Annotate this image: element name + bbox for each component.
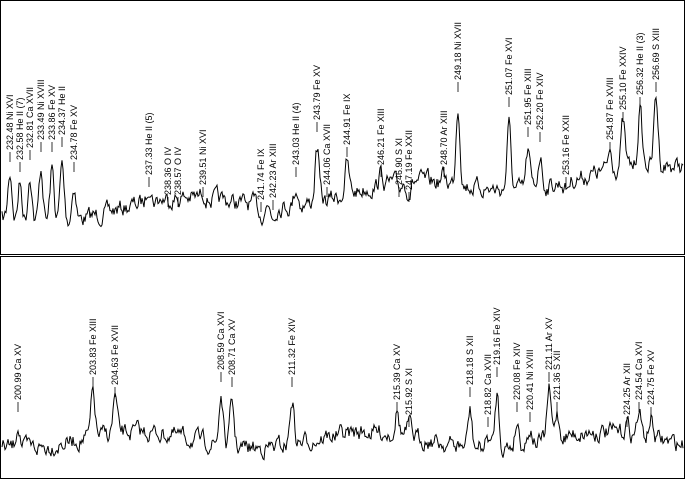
line-label: 241.74 Fe IX [256, 148, 266, 200]
line-label: 232.48 Ni XVI [5, 94, 15, 150]
line-label: 221.36 S XII [552, 350, 562, 400]
line-label: 243.03 He II (4) [291, 102, 301, 165]
line-label: 224.75 Fe XV [646, 350, 656, 405]
line-label: 221.11 Ar XV [544, 318, 554, 370]
line-label: 249.18 Ni XVII [453, 22, 463, 80]
line-label: 220.41 Ni XVIII [525, 349, 535, 410]
line-label: 219.16 Fe XIV [492, 307, 502, 365]
line-label: 256.69 S XIII [651, 28, 661, 80]
line-label: 255.10 Fe XXIV [618, 46, 628, 110]
line-label: 200.99 Ca XV [13, 344, 23, 400]
line-label: 211.32 Fe XIV [287, 318, 297, 375]
line-label: 233.49 Ni XVIII [36, 79, 46, 140]
line-label: 238.57 O IV [173, 147, 183, 195]
line-label: 237.33 He II (5) [144, 112, 154, 175]
line-label: 238.36 O IV [163, 147, 173, 195]
line-label: 203.83 Fe XIII [88, 318, 98, 375]
line-label: 254.87 Fe XVIII [605, 77, 615, 140]
line-label: 247.19 Fe XXII [404, 130, 414, 190]
line-label: 256.32 He II (3) [635, 32, 645, 95]
line-label: 234.78 Fe XV [69, 105, 79, 160]
line-label: 233.86 Fe XV [47, 85, 57, 140]
line-label: 244.91 Fe IX [342, 93, 352, 145]
line-label: 251.07 Fe XVI [504, 37, 514, 95]
line-label: 232.58 He II (7) [15, 97, 25, 160]
line-label: 224.25 Ar XII [622, 363, 632, 415]
line-label: 215.92 S XI [404, 368, 414, 415]
line-label: 234.37 He II [57, 86, 67, 135]
line-label: 243.79 Fe XV [312, 65, 322, 120]
line-label: 218.82 Ca XVII [483, 354, 493, 415]
line-label: 220.08 Fe XIV [512, 342, 522, 400]
line-label: 215.39 Ca XV [392, 344, 402, 400]
line-label: 246.21 Fe XIII [376, 108, 386, 165]
line-label: 244.06 Ca XVII [322, 124, 332, 185]
line-label: 232.81 Ca XVII [25, 87, 35, 148]
line-label: 252.20 Fe XIV [535, 72, 545, 130]
line-label: 208.71 Ca XV [227, 319, 237, 375]
line-label: 251.95 Fe XIII [523, 68, 533, 125]
line-label: 248.70 Ar XIII [439, 110, 449, 165]
line-label: 218.18 S XII [465, 335, 475, 385]
line-label: 208.59 Ca XVI [216, 311, 226, 370]
line-label: 239.51 Ni XVI [198, 129, 208, 185]
line-label: 224.54 Ca XVI [634, 341, 644, 400]
line-label: 204.63 Fe XVII [110, 325, 120, 385]
line-label: 246.90 S XI [394, 138, 404, 185]
line-label: 253.16 Fe XXII [561, 115, 571, 175]
spectrum-trace [1, 95, 684, 228]
line-label: 242.23 Ar XIII [268, 143, 278, 198]
bottom-panel-frame [0, 256, 685, 479]
spectrum-trace [1, 383, 684, 461]
